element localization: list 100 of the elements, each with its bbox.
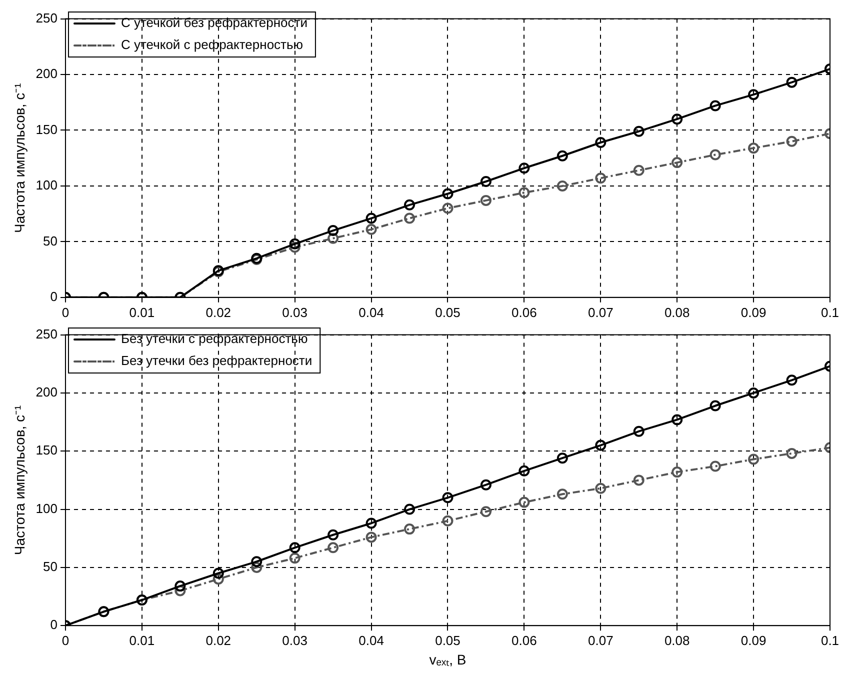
point xyxy=(672,414,683,426)
y-tick-label: 50 xyxy=(43,559,58,574)
point xyxy=(251,556,262,568)
point xyxy=(366,224,377,235)
point xyxy=(404,212,416,224)
x-tick-label: 0.04 xyxy=(358,304,384,320)
x-tick-label: 0.02 xyxy=(206,304,232,320)
point xyxy=(404,524,416,535)
point xyxy=(786,136,798,147)
y-tick-label: 200 xyxy=(36,384,58,400)
y-axis-title: Частота импульсов, с⁻¹ xyxy=(11,82,28,233)
point xyxy=(480,176,492,188)
point xyxy=(633,126,644,137)
y-tick-label: 250 xyxy=(36,326,58,342)
x-tick-label: 0.04 xyxy=(358,632,384,648)
point xyxy=(748,387,760,398)
point xyxy=(518,465,530,476)
y-tick-label: 150 xyxy=(36,122,58,137)
point xyxy=(328,529,339,540)
x-tick-label: 0.03 xyxy=(282,632,308,648)
y-tick-label: 150 xyxy=(36,442,58,458)
point xyxy=(710,400,721,412)
point xyxy=(595,172,606,184)
point xyxy=(174,580,186,592)
legend-label: Без утечки без рефрактерности xyxy=(120,353,312,368)
point xyxy=(289,242,300,253)
point xyxy=(595,482,606,494)
point xyxy=(328,542,339,554)
y-tick-label: 0 xyxy=(50,288,58,304)
point xyxy=(786,76,798,88)
x-tick-label: 0 xyxy=(62,304,70,320)
x-tick-label: 0.06 xyxy=(512,304,537,320)
point xyxy=(710,149,721,160)
point xyxy=(672,466,683,478)
point xyxy=(633,474,644,486)
point xyxy=(748,142,760,154)
point xyxy=(174,585,186,596)
x-tick-label: 0.05 xyxy=(435,304,460,320)
y-tick-label: 100 xyxy=(36,178,58,193)
x-tick-label: 0.05 xyxy=(435,632,460,648)
x-tick-label: 0.09 xyxy=(740,632,766,648)
x-tick-label: 0.01 xyxy=(129,304,155,320)
point xyxy=(480,194,492,206)
point xyxy=(366,212,377,224)
point xyxy=(212,568,224,579)
point xyxy=(595,137,606,148)
x-tick-label: 0.1 xyxy=(820,632,840,648)
point xyxy=(366,532,377,543)
x-tick-label: 0.01 xyxy=(129,632,155,648)
point xyxy=(672,157,683,168)
x-tick-label: 0.07 xyxy=(588,304,614,320)
point xyxy=(404,504,416,515)
point xyxy=(480,479,492,490)
point xyxy=(556,452,568,464)
y-tick-label: 200 xyxy=(36,66,58,82)
point xyxy=(442,515,454,526)
point xyxy=(748,89,760,100)
point xyxy=(786,448,798,459)
point xyxy=(442,188,454,200)
x-tick-label: 0.06 xyxy=(512,632,537,648)
point xyxy=(480,506,492,518)
point xyxy=(748,454,760,465)
point xyxy=(710,460,721,472)
x-tick-label: 0.07 xyxy=(588,632,614,648)
x-tick-label: 0.09 xyxy=(740,304,766,320)
point xyxy=(518,496,530,508)
y-axis-title: Частота импульсов, с⁻¹ xyxy=(11,404,28,556)
point xyxy=(442,202,454,214)
point xyxy=(289,238,300,250)
point xyxy=(328,225,339,236)
point xyxy=(595,440,606,451)
point xyxy=(633,164,644,176)
point xyxy=(404,199,416,210)
point xyxy=(786,374,798,386)
point xyxy=(556,488,568,500)
point xyxy=(442,492,454,504)
legend-label: С утечкой с рефрактерностью xyxy=(120,37,304,52)
x-tick-label: 0.03 xyxy=(282,304,308,320)
x-tick-label: 0.08 xyxy=(664,304,690,320)
y-tick-label: 250 xyxy=(36,10,58,26)
point xyxy=(518,162,530,174)
x-tick-label: 0.08 xyxy=(664,632,690,648)
point xyxy=(289,542,300,554)
point xyxy=(328,232,339,244)
point xyxy=(212,574,224,585)
point xyxy=(556,180,568,192)
y-tick-label: 0 xyxy=(50,617,58,632)
y-tick-label: 50 xyxy=(43,233,58,248)
x-axis-title: vₑₓₜ, В xyxy=(429,651,466,668)
y-tick-label: 100 xyxy=(36,500,58,516)
x-tick-label: 0 xyxy=(62,632,70,648)
point xyxy=(672,114,683,125)
point xyxy=(289,552,300,564)
point xyxy=(251,562,262,573)
point xyxy=(710,100,721,112)
x-tick-label: 0.02 xyxy=(206,632,232,648)
point xyxy=(556,150,568,162)
point xyxy=(366,518,377,529)
x-tick-label: 0.1 xyxy=(820,304,840,320)
point xyxy=(518,187,530,198)
